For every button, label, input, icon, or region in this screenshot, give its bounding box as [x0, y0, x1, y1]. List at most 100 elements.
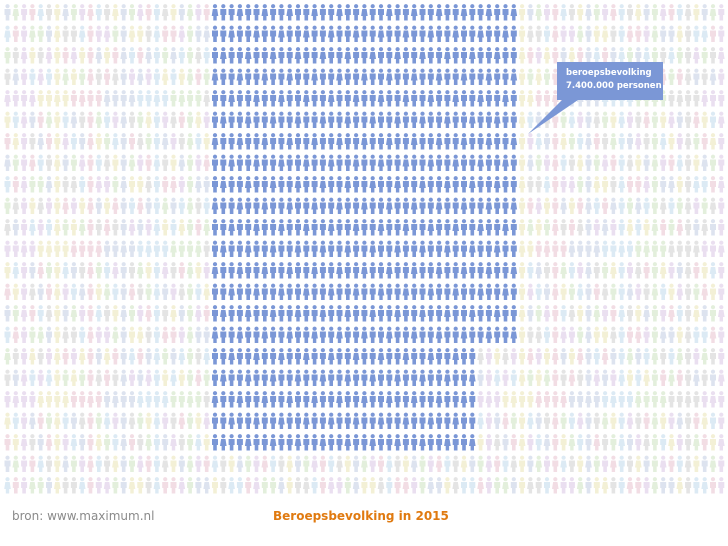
person-icon	[87, 133, 94, 150]
person-icon	[253, 412, 260, 429]
person-icon	[4, 348, 11, 365]
person-icon	[295, 412, 301, 429]
person-icon	[303, 176, 310, 193]
person-icon	[220, 68, 227, 85]
person-icon	[278, 47, 285, 64]
person-icon	[153, 283, 161, 300]
person-icon	[244, 369, 252, 386]
person-icon	[502, 369, 509, 386]
person-icon	[377, 477, 385, 494]
person-icon	[502, 197, 509, 214]
person-icon	[618, 305, 625, 322]
person-icon	[353, 47, 360, 64]
person-icon	[328, 111, 335, 128]
person-icon	[46, 348, 52, 365]
person-icon	[593, 154, 600, 171]
person-icon	[112, 90, 119, 107]
person-icon	[369, 219, 376, 236]
person-icon	[651, 305, 658, 322]
person-icon	[178, 262, 185, 279]
person-icon	[519, 25, 526, 42]
person-icon	[319, 133, 326, 150]
person-icon	[195, 68, 202, 85]
person-icon	[120, 305, 127, 322]
person-icon	[95, 369, 103, 386]
person-icon	[112, 369, 119, 386]
person-icon	[303, 47, 310, 64]
person-icon	[336, 176, 343, 193]
person-icon	[195, 283, 202, 300]
person-icon	[37, 111, 44, 128]
person-icon	[709, 197, 717, 214]
person-icon	[693, 477, 700, 494]
person-icon	[178, 47, 185, 64]
person-icon	[319, 154, 326, 171]
person-icon	[410, 68, 418, 85]
person-icon	[685, 111, 692, 128]
person-icon	[668, 4, 675, 21]
person-icon	[353, 176, 360, 193]
person-icon	[361, 154, 368, 171]
person-icon	[543, 305, 551, 322]
person-icon	[610, 240, 617, 257]
person-icon	[162, 25, 169, 42]
person-icon	[37, 305, 44, 322]
person-icon	[610, 154, 617, 171]
person-icon	[87, 111, 94, 128]
person-icon	[568, 369, 576, 386]
person-icon	[270, 391, 277, 408]
person-icon	[352, 154, 360, 171]
person-icon	[261, 111, 268, 128]
person-icon	[369, 68, 376, 85]
person-icon	[477, 219, 484, 236]
person-icon	[4, 455, 11, 472]
person-icon	[79, 111, 86, 128]
person-icon	[278, 412, 285, 429]
person-icon	[12, 283, 19, 300]
person-icon	[435, 455, 443, 472]
person-icon	[552, 391, 559, 408]
person-icon	[394, 262, 401, 279]
person-icon	[643, 4, 650, 21]
person-icon	[195, 154, 202, 171]
person-icon	[610, 369, 617, 386]
person-icon	[311, 219, 318, 236]
person-icon	[286, 47, 293, 64]
person-icon	[104, 326, 111, 343]
person-icon	[70, 412, 77, 429]
person-icon	[344, 25, 351, 42]
person-icon	[552, 240, 559, 257]
person-icon	[4, 68, 11, 85]
person-icon	[601, 25, 609, 42]
person-icon	[510, 348, 517, 365]
person-icon	[693, 369, 700, 386]
person-icon	[220, 455, 227, 472]
person-icon	[402, 25, 410, 42]
person-icon	[128, 348, 136, 365]
person-icon	[303, 90, 310, 107]
person-icon	[601, 477, 609, 494]
person-icon	[419, 369, 426, 386]
person-icon	[576, 477, 584, 494]
person-icon	[303, 326, 310, 343]
person-icon	[328, 176, 335, 193]
person-icon	[710, 176, 716, 193]
person-icon	[643, 391, 650, 408]
person-icon	[244, 111, 252, 128]
person-icon	[427, 326, 434, 343]
person-icon	[577, 176, 584, 193]
person-icon	[693, 305, 700, 322]
person-icon	[718, 262, 725, 279]
person-icon	[245, 133, 252, 150]
person-icon	[228, 348, 235, 365]
person-icon	[137, 4, 144, 21]
person-icon	[253, 219, 260, 236]
person-icon	[651, 25, 659, 42]
person-icon	[120, 68, 127, 85]
person-icon	[676, 4, 683, 21]
person-icon	[693, 412, 700, 429]
person-icon	[253, 391, 260, 408]
person-icon	[668, 219, 675, 236]
person-icon	[29, 111, 36, 128]
person-icon	[477, 90, 484, 107]
